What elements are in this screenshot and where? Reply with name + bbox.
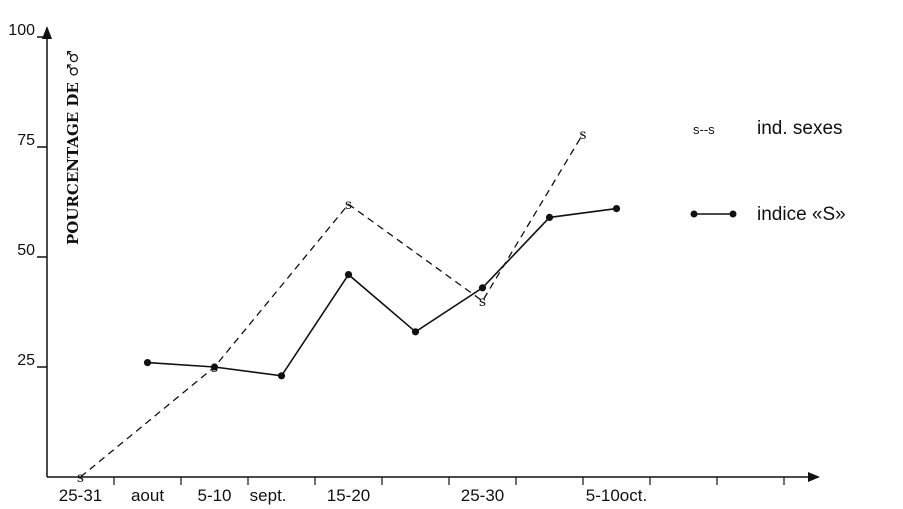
series-indice-s [143, 205, 621, 380]
x-tick-label: 5-10 [197, 486, 231, 505]
x-tick-label: 15-20 [327, 486, 370, 505]
series-line [147, 207, 617, 377]
x-ticks: 25-31 aout 5-10 sept. 15-20 25-30 5-10oct. [59, 477, 785, 505]
x-tick-label: aout [131, 486, 164, 505]
data-point-dot [344, 271, 353, 279]
legend-dot [729, 210, 737, 218]
data-point-dot [210, 363, 219, 371]
y-tick-label: 75 [17, 132, 35, 149]
series-line [80, 133, 584, 478]
data-point-s: s [77, 470, 84, 486]
y-axis-arrowhead [42, 26, 52, 39]
legend-marker-ind-sexes: s--s [693, 122, 715, 137]
legend: s--s ind. sexes indice «S» [690, 118, 846, 225]
data-point-s: s [479, 294, 486, 310]
x-tick-label: sept. [250, 486, 287, 505]
data-point-dot [478, 284, 487, 292]
legend-label-indice-s: indice «S» [757, 204, 846, 225]
x-tick-label: 25-30 [461, 486, 504, 505]
legend-marker-indice-s [690, 210, 737, 218]
y-tick-label: 100 [8, 22, 35, 39]
data-point-dot [612, 205, 621, 213]
x-tick-label: 5-10oct. [586, 486, 647, 505]
data-point-s: s [345, 197, 352, 213]
data-point-s: s [579, 127, 586, 143]
legend-label-ind-sexes: ind. sexes [757, 118, 843, 139]
data-point-dot [143, 359, 152, 367]
data-point-dot [277, 372, 286, 380]
y-tick-label: 50 [17, 242, 35, 259]
y-tick-label: 25 [17, 352, 35, 369]
series: sssss [77, 127, 621, 486]
x-axis-arrowhead [808, 472, 820, 482]
series-ind-sexes: sssss [77, 127, 587, 486]
data-point-dot [411, 328, 420, 336]
legend-dot [690, 210, 698, 218]
y-axis-label: POURCENTAGE DE ♂♂ [64, 50, 82, 245]
data-point-dot [545, 213, 554, 221]
y-ticks: 100 75 50 25 [8, 22, 47, 369]
x-tick-label: 25-31 [59, 486, 102, 505]
